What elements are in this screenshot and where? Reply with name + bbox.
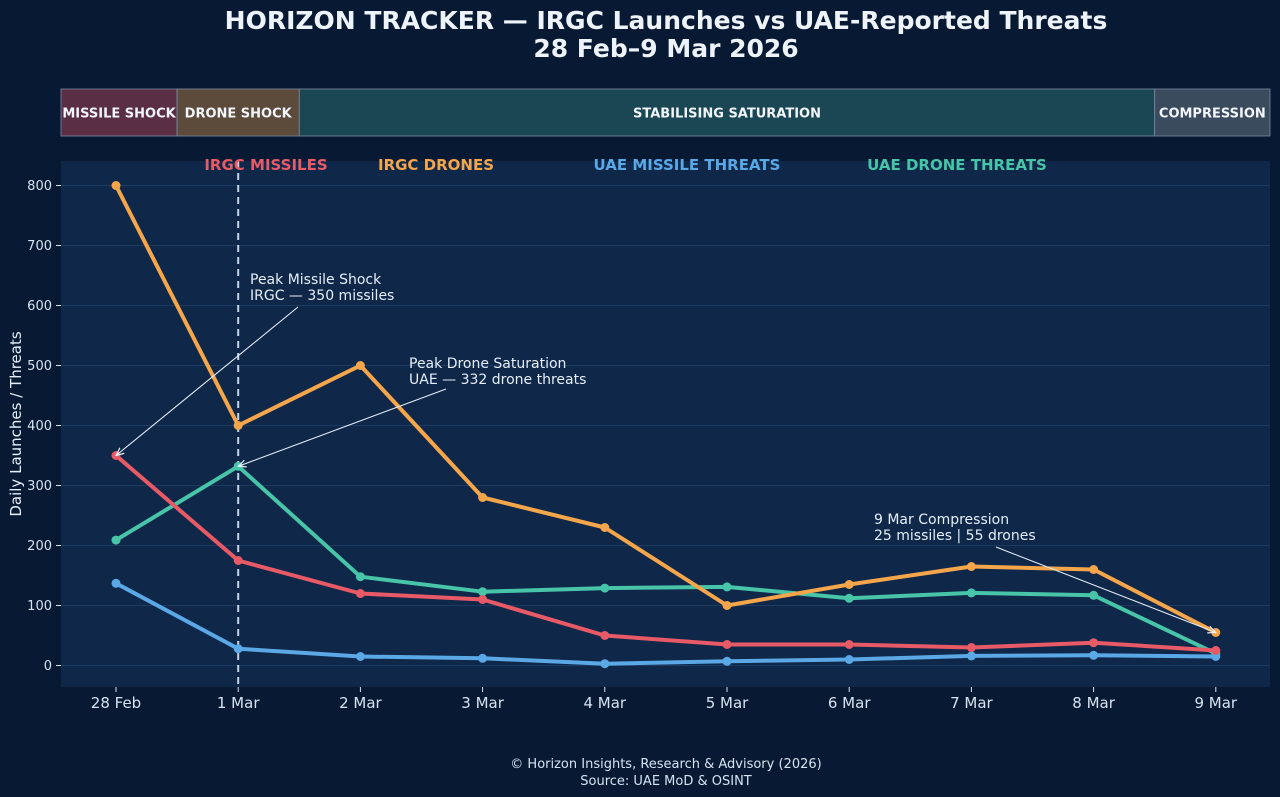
y-tick-label: 300 xyxy=(27,479,52,494)
data-point xyxy=(1089,638,1099,648)
y-axis-label: Daily Launches / Threats xyxy=(7,331,25,516)
footer-copyright: © Horizon Insights, Research & Advisory … xyxy=(510,757,821,772)
x-tick-label: 3 Mar xyxy=(461,694,504,712)
data-point xyxy=(233,421,243,430)
data-point xyxy=(478,587,488,597)
data-point xyxy=(844,640,854,649)
plot-area xyxy=(61,161,1270,687)
phase-compression xyxy=(1154,88,1271,137)
x-tick-label: 5 Mar xyxy=(706,694,749,712)
data-point xyxy=(478,595,488,604)
x-axis: 28 Feb 1 Mar 2 Mar 3 Mar 4 Mar 5 Mar 6 Mar 7 Ma… xyxy=(91,687,1238,712)
annotation-text: Peak Drone Saturation xyxy=(409,356,566,372)
data-point xyxy=(111,535,121,545)
data-point xyxy=(1089,565,1099,574)
phase-label: COMPRESSION xyxy=(1159,107,1266,122)
legend-item-irgc-drones: IRGC DRONES xyxy=(378,156,494,174)
data-point xyxy=(1089,590,1099,600)
chart-title-line2: 28 Feb–9 Mar 2026 xyxy=(533,34,798,63)
series-line xyxy=(114,453,1218,653)
data-point xyxy=(722,640,732,649)
data-point xyxy=(966,651,976,661)
data-point xyxy=(355,589,365,598)
phase-drone-shock xyxy=(176,88,300,137)
data-point xyxy=(600,659,610,669)
data-point xyxy=(355,361,365,370)
x-tick-label: 4 Mar xyxy=(583,694,626,712)
legend-item-irgc-missiles: IRGC MISSILES xyxy=(204,156,327,174)
x-tick-label: 9 Mar xyxy=(1194,694,1237,712)
y-tick-label: 200 xyxy=(27,539,52,554)
data-point xyxy=(722,656,732,666)
data-point xyxy=(111,181,121,190)
data-point xyxy=(722,582,732,592)
data-point xyxy=(233,556,243,565)
phase-band: MISSILE SHOCK DRONE SHOCK STABILISING SATU… xyxy=(60,88,1271,137)
phase-label: DRONE SHOCK xyxy=(185,107,293,122)
x-tick-label: 8 Mar xyxy=(1072,694,1115,712)
data-point xyxy=(600,523,610,532)
x-tick-label: 1 Mar xyxy=(217,694,260,712)
chart-title-line1: HORIZON TRACKER — IRGC Launches vs UAE-R… xyxy=(225,6,1108,35)
data-point xyxy=(1089,650,1099,660)
phase-label: STABILISING SATURATION xyxy=(633,107,821,122)
data-point xyxy=(1211,646,1221,655)
annotation-arrow xyxy=(116,306,299,456)
phase-label: MISSILE SHOCK xyxy=(62,107,176,122)
data-point xyxy=(966,562,976,571)
legend-item-uae-missile-threats: UAE MISSILE THREATS xyxy=(594,156,781,174)
series-uae-drone-threats xyxy=(111,461,1221,658)
data-point xyxy=(966,643,976,652)
x-tick-label: 7 Mar xyxy=(950,694,993,712)
y-axis: 0 100 200 300 400 500 600 700 800 xyxy=(27,179,61,674)
annotation-text: Peak Missile Shock xyxy=(250,272,382,288)
annotation-text: 9 Mar Compression xyxy=(874,512,1009,528)
data-point xyxy=(478,653,488,663)
y-tick-label: 500 xyxy=(27,359,52,374)
data-point xyxy=(355,572,365,582)
y-tick-label: 400 xyxy=(27,419,52,434)
data-point xyxy=(355,652,365,661)
annotation-arrow xyxy=(238,388,447,466)
x-tick-label: 28 Feb xyxy=(91,694,141,712)
series-line xyxy=(114,581,1218,666)
data-point xyxy=(844,580,854,589)
data-point xyxy=(600,631,610,640)
y-tick-label: 100 xyxy=(27,599,52,614)
data-point xyxy=(600,583,610,593)
y-tick-label: 700 xyxy=(27,239,52,254)
series-line xyxy=(114,183,1218,635)
footer-source: Source: UAE MoD & OSINT xyxy=(580,774,752,789)
data-point xyxy=(478,493,488,502)
data-point xyxy=(966,588,976,598)
annotation-text: 25 missiles | 55 drones xyxy=(874,528,1036,544)
series-line xyxy=(114,464,1218,656)
y-tick-label: 800 xyxy=(27,179,52,194)
data-point xyxy=(844,593,854,603)
phase-stabilising-saturation xyxy=(298,88,1156,137)
x-tick-label: 2 Mar xyxy=(339,694,382,712)
annotation-text: UAE — 332 drone threats xyxy=(409,372,586,388)
series-lines xyxy=(111,181,1221,669)
legend-item-uae-drone-threats: UAE DRONE THREATS xyxy=(867,156,1047,174)
y-tick-label: 0 xyxy=(44,659,52,674)
data-point xyxy=(722,601,732,610)
data-point xyxy=(844,655,854,664)
annotation-arrow xyxy=(995,546,1216,633)
annotation-text: IRGC — 350 missiles xyxy=(250,288,394,304)
grid-lines xyxy=(61,185,1270,666)
data-point xyxy=(233,644,243,654)
y-tick-label: 600 xyxy=(27,299,52,314)
legend: IRGC MISSILES IRGC DRONES UAE MISSILE THRE… xyxy=(204,156,1046,174)
data-point xyxy=(111,578,121,588)
phase-missile-shock xyxy=(60,88,178,137)
x-tick-label: 6 Mar xyxy=(828,694,871,712)
